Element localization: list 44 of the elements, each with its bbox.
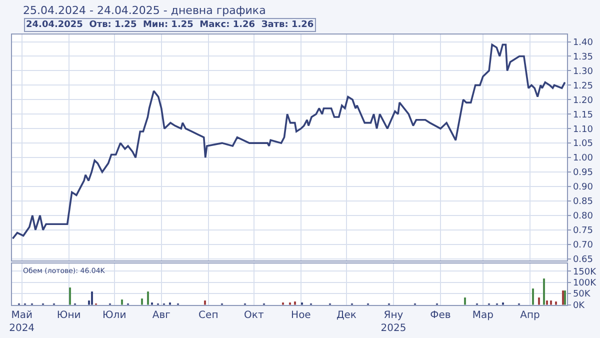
x-tick-label: Фев [430, 310, 451, 321]
y-tick-label: 1.25 [572, 81, 594, 92]
x-tick-label: Дек [336, 310, 356, 321]
x-tick-label: Май 2024 [9, 310, 35, 334]
y-tick-label: 0.90 [572, 182, 594, 193]
bar [542, 278, 545, 305]
x-tick-label: Сеп [198, 310, 218, 321]
y-tick-label: 1.10 [572, 124, 594, 135]
y-tick-label: 1.30 [572, 66, 594, 77]
x-tick-label: Окт [244, 310, 264, 321]
y-tick-label: 50K [572, 290, 592, 300]
y-tick-label: 0K [572, 300, 586, 311]
y-tick-label: 0.95 [572, 168, 594, 178]
y-tick-label: 1.20 [572, 96, 594, 106]
x-tick-label: Юни [56, 310, 81, 321]
chart-subtitle: 24.04.2025 Отв: 1.25 Мин: 1.25 Макс: 1.26 Затв: 1.26 [26, 20, 314, 30]
y-tick-label: 0.70 [572, 240, 594, 251]
x-tick-label: Авг [152, 310, 170, 321]
chart-title: 25.04.2024 - 24.04.2025 - дневна графика [23, 4, 266, 17]
y-tick-label: 0.80 [572, 212, 594, 222]
x-tick-label: Ное [291, 310, 311, 321]
y-tick-label: 0.75 [572, 226, 594, 236]
x-tick-label: Мар [472, 310, 494, 321]
x-tick-label: Яну 2025 [380, 310, 406, 334]
bar [120, 299, 123, 305]
y-tick-label: 0.65 [572, 254, 594, 265]
line-series [12, 44, 566, 240]
y-tick-label: 1.35 [572, 52, 594, 62]
bar [90, 291, 93, 305]
bar [140, 298, 143, 305]
y-tick-label: 1.00 [572, 154, 594, 164]
bar [146, 291, 149, 305]
y-tick-label: 100K [572, 278, 598, 288]
x-tick-label: Апр [520, 310, 540, 321]
bar [68, 287, 71, 305]
bar [532, 288, 534, 305]
y-tick-label: 1.15 [572, 110, 594, 120]
y-tick-label: 150K [572, 267, 598, 278]
y-tick-label: 1.40 [572, 38, 594, 48]
bar [538, 297, 540, 305]
x-tick-label: Юли [102, 310, 126, 321]
y-tick-label: 0.85 [572, 197, 594, 208]
bar [464, 297, 466, 305]
y-tick-label: 1.05 [572, 139, 594, 150]
